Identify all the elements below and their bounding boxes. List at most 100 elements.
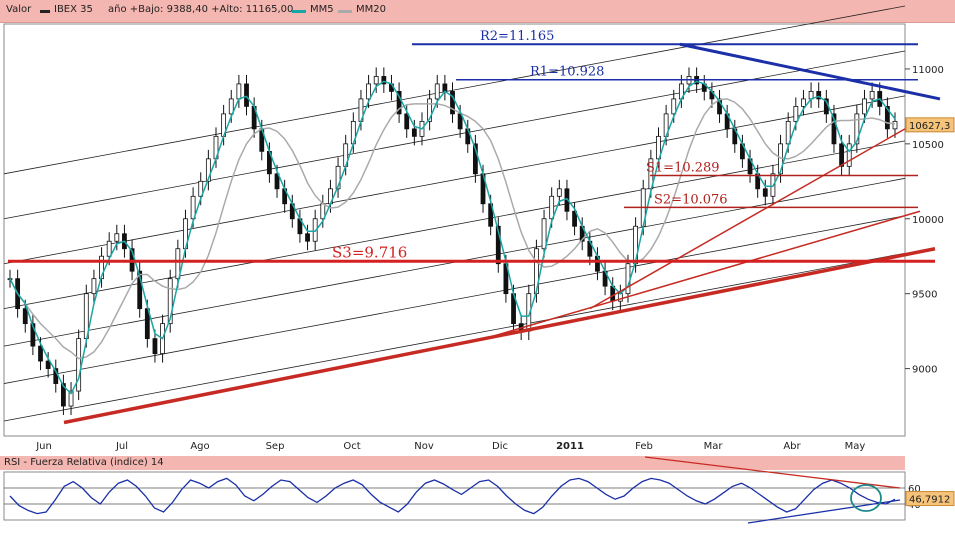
candle — [22, 308, 28, 325]
candle — [556, 188, 562, 197]
candle — [305, 233, 310, 242]
candle — [572, 210, 577, 227]
candle — [335, 165, 341, 190]
candle — [114, 233, 120, 242]
candle — [549, 195, 555, 220]
y-tick-label: 11000 — [912, 65, 944, 76]
rsi-last-value-tag — [905, 491, 955, 507]
rsi-header: RSI - Fuerza Relativa (indice) 14 — [0, 456, 905, 470]
channel-line — [3, 5, 906, 175]
candle — [205, 158, 211, 182]
x-tick-label: May — [845, 441, 866, 452]
candle — [717, 98, 722, 115]
support-trendline — [494, 210, 921, 337]
candle — [274, 173, 280, 190]
last-value-label: 10627,3 — [909, 121, 950, 132]
candle — [236, 83, 242, 100]
candle — [381, 76, 387, 85]
candle — [762, 188, 768, 197]
x-tick-label: Sep — [266, 441, 285, 452]
candle — [862, 98, 867, 115]
price-series-swatch — [40, 10, 50, 13]
range-text: año +Bajo: 9388,40 +Alto: 11165,00 — [108, 4, 294, 15]
candle — [366, 83, 371, 100]
channel-line — [3, 252, 906, 422]
candle — [839, 143, 844, 167]
candle — [244, 83, 249, 107]
rsi-support-line — [747, 499, 901, 524]
rsi-highlight-circle — [850, 484, 882, 512]
x-tick-label: Dic — [492, 441, 508, 452]
x-tick-label: Mar — [704, 441, 724, 452]
candle — [152, 338, 158, 355]
rsi-plot-frame — [3, 471, 906, 521]
main-support-trendline — [63, 247, 936, 425]
candle — [869, 91, 875, 100]
candle — [541, 218, 547, 250]
candle — [671, 98, 677, 115]
rsi-last-value-label: 46,7912 — [909, 495, 950, 506]
candle — [801, 98, 806, 107]
mm20-line — [9, 98, 896, 360]
candle — [442, 83, 448, 92]
mm20-legend-label: MM20 — [356, 4, 386, 15]
candle — [175, 248, 181, 280]
price-plot-frame — [3, 23, 906, 437]
candle — [45, 360, 51, 369]
candle — [816, 91, 822, 100]
candle — [396, 91, 402, 115]
rsi-resistance-line — [644, 456, 901, 489]
last-value-tag — [905, 117, 955, 133]
rsi-tick-label: 60 — [908, 484, 921, 495]
valor-label: Valor — [6, 4, 32, 15]
symbol-label: IBEX 35 — [54, 4, 93, 15]
candle — [91, 278, 97, 295]
x-tick-label: Abr — [783, 441, 801, 452]
candle — [190, 195, 196, 220]
candle — [61, 383, 66, 407]
level-label: S2=10.076 — [654, 192, 728, 207]
channel-line — [3, 95, 906, 265]
candle — [457, 113, 463, 130]
y-tick-label: 9500 — [912, 290, 937, 301]
chart-header: Valor IBEX 35 año +Bajo: 9388,40 +Alto: … — [0, 0, 955, 23]
candle — [106, 240, 112, 257]
rsi-line — [9, 477, 896, 515]
level-label: S3=9.716 — [332, 243, 407, 261]
candle — [625, 263, 631, 295]
x-tick-label: Jul — [115, 441, 128, 452]
mm5-legend-swatch — [292, 10, 306, 13]
x-tick-label: Jun — [35, 441, 52, 452]
x-tick-label: Feb — [635, 441, 653, 452]
candle — [472, 143, 478, 175]
candle — [793, 106, 799, 122]
candle — [38, 345, 43, 362]
level-label: S1=10.289 — [646, 160, 720, 175]
candle — [76, 338, 82, 392]
candle — [884, 106, 890, 130]
level-label-bg — [476, 28, 554, 43]
candle — [30, 323, 36, 347]
candle — [892, 120, 898, 130]
candle — [831, 113, 837, 145]
candle — [167, 278, 173, 325]
mm20-legend-swatch — [338, 10, 352, 13]
x-tick-label: 2011 — [556, 441, 584, 452]
candle — [785, 120, 791, 145]
candle — [373, 76, 379, 85]
candle — [404, 113, 410, 130]
candle — [450, 91, 455, 115]
x-tick-label: Oct — [343, 441, 360, 452]
candle — [228, 98, 234, 115]
mm5-legend-label: MM5 — [310, 4, 334, 15]
mm5-line — [9, 80, 896, 395]
candle — [495, 225, 501, 265]
candle — [68, 390, 74, 407]
candle — [137, 270, 143, 310]
x-tick-label: Ago — [190, 441, 209, 452]
level-label: R1=10.928 — [530, 65, 604, 80]
channel-line — [3, 215, 906, 384]
support-trendline-2 — [589, 128, 906, 310]
resistance-trendline — [679, 42, 941, 101]
